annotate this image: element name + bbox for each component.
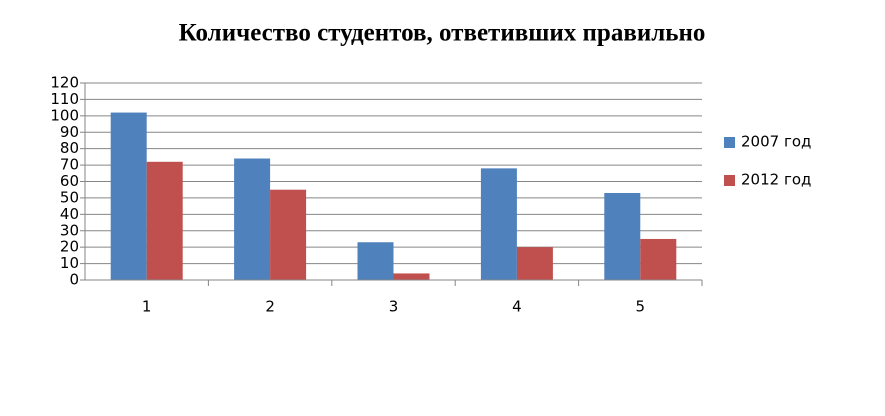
y-tick-label: 40 <box>60 205 79 223</box>
y-tick-label: 60 <box>60 172 79 190</box>
bar <box>640 238 677 280</box>
y-tick-label: 50 <box>60 188 79 206</box>
bar <box>234 158 271 280</box>
y-tick-label: 20 <box>60 238 79 256</box>
bar <box>480 168 517 280</box>
bar <box>270 189 307 280</box>
legend-swatch <box>724 175 735 186</box>
y-tick-label: 110 <box>50 90 79 108</box>
bar <box>357 242 394 280</box>
x-tick-label: 1 <box>142 298 152 316</box>
y-tick-label: 0 <box>69 271 79 289</box>
y-tick-label: 10 <box>60 254 79 272</box>
bar <box>516 247 553 280</box>
x-tick-label: 5 <box>636 298 646 316</box>
y-tick-label: 80 <box>60 139 79 157</box>
y-tick-label: 70 <box>60 156 79 174</box>
bar <box>146 161 183 280</box>
bar <box>110 112 147 280</box>
legend-label: 2012 год <box>741 171 811 189</box>
bar <box>604 192 641 280</box>
x-tick-label: 4 <box>512 298 522 316</box>
bar <box>393 273 430 280</box>
y-tick-label: 120 <box>50 74 79 92</box>
x-tick-label: 3 <box>389 298 399 316</box>
legend-label: 2007 год <box>741 133 811 151</box>
chart-title: Количество студентов, ответивших правиль… <box>179 20 706 47</box>
y-tick-label: 100 <box>50 106 79 124</box>
legend-swatch <box>724 137 735 148</box>
y-tick-label: 30 <box>60 221 79 239</box>
x-tick-label: 2 <box>265 298 275 316</box>
y-tick-label: 90 <box>60 123 79 141</box>
